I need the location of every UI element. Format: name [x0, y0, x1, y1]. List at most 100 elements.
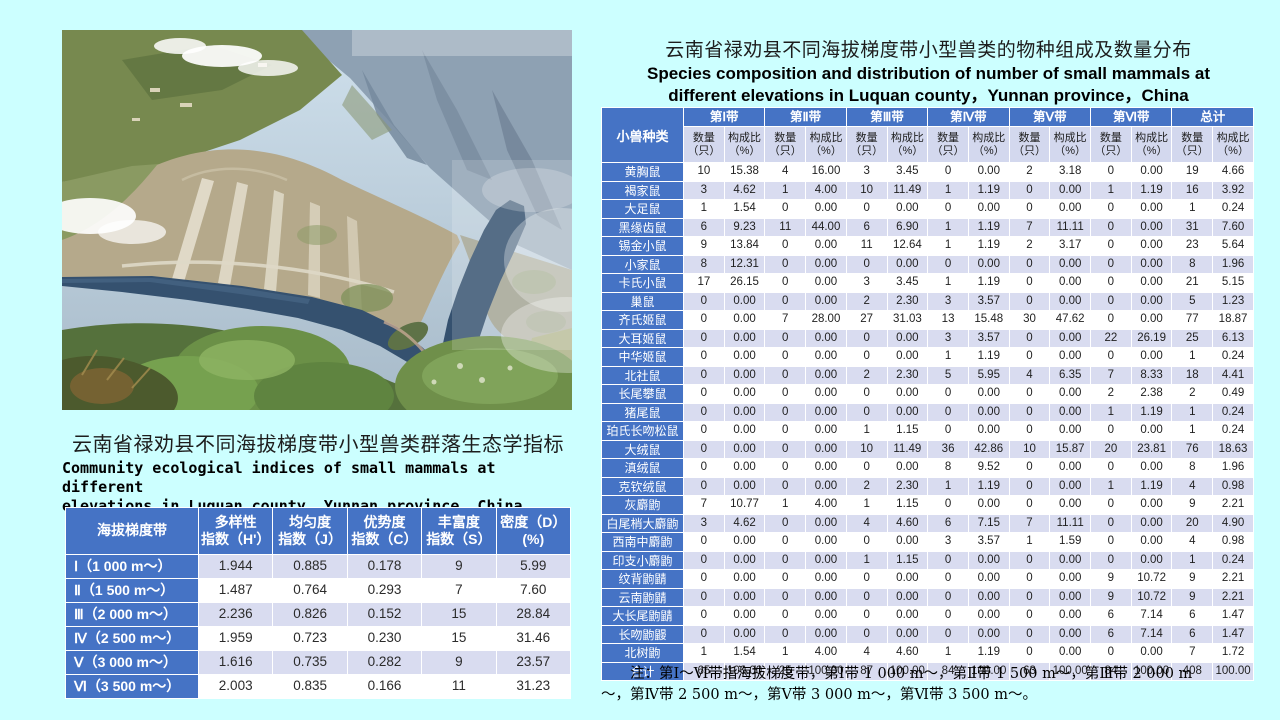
cell-value: 0.24	[1212, 421, 1254, 441]
cell-value: 4	[845, 643, 888, 663]
cell-value: 0.00	[805, 347, 847, 367]
cell-value: 3.57	[967, 532, 1010, 552]
cell-value: 100.00	[1130, 661, 1173, 681]
cell-value: 0	[1090, 513, 1132, 533]
cell-value: 0.00	[1049, 550, 1092, 570]
cell-value: 9.52	[967, 458, 1010, 478]
cell-value: 1	[764, 495, 807, 515]
cell-value: 0.00	[723, 347, 766, 367]
cell-value: 0	[1090, 310, 1132, 330]
cell-value: 0	[1008, 328, 1051, 348]
species-table: 小兽种类 第Ⅰ带 第Ⅱ带 第Ⅲ带 第Ⅳ带 第Ⅴ带 第Ⅵ带 总计 数量 （只） 构成比…	[601, 107, 1254, 681]
table-row: 大绒鼠 0 0.00 0 0.00 10 11.49 36 42.86 10 15.87 20 23.8…	[601, 439, 1254, 459]
cell-value: 0	[683, 421, 725, 441]
elevation-band-label: Ⅰ（1 000 m～）	[65, 554, 199, 579]
cell-value: 0.00	[1130, 550, 1173, 570]
cell-value: 2	[1171, 384, 1214, 404]
cell-value: 2	[845, 476, 888, 496]
cell-value: 6	[1171, 606, 1214, 626]
cell-value: 6	[683, 217, 725, 237]
table-row: 印支小麝鼩 0 0.00 0 0.00 1 1.15 0 0.00 0 0.00 0 0.00 1 0.24	[601, 550, 1254, 570]
cell-value: 11	[764, 217, 807, 237]
cell-value: 0	[845, 624, 888, 644]
cell-value: 0.00	[723, 587, 766, 607]
cell-value: 10	[1008, 439, 1051, 459]
cell-value: 9	[1171, 569, 1214, 589]
cell-value: 0.00	[723, 421, 766, 441]
col-header-richness: 丰富度 指数（S）	[421, 507, 497, 555]
right-table-body: 黄胸鼠 10 15.38 4 16.00 3 3.45 0 0.00 2 3.18 0 0.00 19 4.…	[601, 162, 1254, 681]
cell-value: 15.38	[723, 162, 766, 182]
species-name: 锡金小鼠	[601, 236, 684, 256]
index-value: 5.99	[495, 554, 572, 579]
cell-value: 10.72	[1130, 587, 1173, 607]
cell-value: 0	[764, 402, 807, 422]
cell-value: 0	[845, 569, 888, 589]
cell-value: 9	[1171, 587, 1214, 607]
subcol-percent: 构成比 （%）	[1212, 126, 1254, 163]
subcol-percent: 构成比 （%）	[886, 126, 929, 163]
cell-value: 0.00	[967, 495, 1010, 515]
cell-value: 1.72	[1212, 643, 1254, 663]
cell-value: 0.00	[723, 624, 766, 644]
cell-value: 4.62	[723, 513, 766, 533]
cell-value: 0.00	[1049, 273, 1092, 293]
cell-value: 4	[764, 162, 807, 182]
table-row: 长吻鼩鼹 0 0.00 0 0.00 0 0.00 0 0.00 0 0.00 6 7.14 6 1.47	[601, 624, 1254, 644]
cell-value: 0.00	[1049, 495, 1092, 515]
cell-value: 0	[683, 384, 725, 404]
cell-value: 4.00	[805, 180, 847, 200]
right-title-block: 云南省禄劝县不同海拔梯度带小型兽类的物种组成及数量分布 Species comp…	[601, 38, 1256, 106]
index-value: 1.487	[197, 578, 274, 603]
species-name: 西南中麝鼩	[601, 532, 684, 552]
valley-slopes	[62, 149, 572, 362]
cell-value: 0	[764, 606, 807, 626]
cell-value: 6	[1171, 624, 1214, 644]
cell-value: 0.00	[886, 402, 929, 422]
cell-value: 0.00	[1130, 347, 1173, 367]
right-title-en: Species composition and distribution of …	[601, 63, 1256, 106]
cell-value: 0.24	[1212, 550, 1254, 570]
cell-value: 0.00	[967, 162, 1010, 182]
cell-value: 0.00	[723, 476, 766, 496]
subcol-count: 数量 （只）	[1008, 126, 1051, 163]
cell-value: 36	[927, 439, 969, 459]
left-title-en-line1: Community ecological indices of small ma…	[62, 459, 496, 496]
cell-value: 100.00	[1212, 661, 1254, 681]
cell-value: 0	[683, 587, 725, 607]
table-row: Ⅴ（3 000 m～） 1.616 0.735 0.282 9 23.57	[65, 650, 572, 675]
cell-value: 0.00	[805, 550, 847, 570]
cell-value: 0.00	[886, 587, 929, 607]
cell-value: 4	[1008, 365, 1051, 385]
col-header-density: 密度（D） (%)	[495, 507, 572, 555]
cell-value: 0	[1090, 236, 1132, 256]
cell-value: 9	[1090, 569, 1132, 589]
cell-value: 0.98	[1212, 476, 1254, 496]
table-row: 滇绒鼠 0 0.00 0 0.00 0 0.00 8 9.52 0 0.00 0 0.00 8 1.96	[601, 458, 1254, 478]
clouds-and-fog	[62, 30, 572, 373]
cell-value: 0	[1008, 550, 1051, 570]
col-group-band-5: 第Ⅴ带	[1008, 107, 1092, 127]
subcol-percent: 构成比 （%）	[1049, 126, 1092, 163]
cell-value: 3	[927, 532, 969, 552]
left-title-en: Community ecological indices of small ma…	[62, 459, 574, 516]
cell-value: 10	[845, 439, 888, 459]
table-row: 锡金小鼠 9 13.84 0 0.00 11 12.64 1 1.19 2 3.17 0 0.00 23 5…	[601, 236, 1254, 256]
cell-value: 0.00	[1049, 291, 1092, 311]
cell-value: 2	[845, 365, 888, 385]
cell-value: 4.66	[1212, 162, 1254, 182]
table-row: 猪尾鼠 0 0.00 0 0.00 0 0.00 0 0.00 0 0.00 1 1.19 1 0.24	[601, 402, 1254, 422]
col-group-band-3: 第Ⅲ带	[845, 107, 929, 127]
table-row: Ⅵ（3 500 m～） 2.003 0.835 0.166 11 31.23	[65, 674, 572, 699]
cell-value: 0.00	[886, 624, 929, 644]
cell-value: 65	[683, 661, 725, 681]
index-value: 23.57	[495, 650, 572, 675]
species-name: 珀氏长吻松鼠	[601, 421, 684, 441]
table-row: 卡氏小鼠 17 26.15 0 0.00 3 3.45 1 1.19 0 0.00 0 0.00 21 5.…	[601, 273, 1254, 293]
cell-value: 4.60	[886, 643, 929, 663]
cell-value: 3	[683, 180, 725, 200]
cell-value: 1.15	[886, 495, 929, 515]
cell-value: 3.92	[1212, 180, 1254, 200]
cell-value: 20	[1090, 439, 1132, 459]
